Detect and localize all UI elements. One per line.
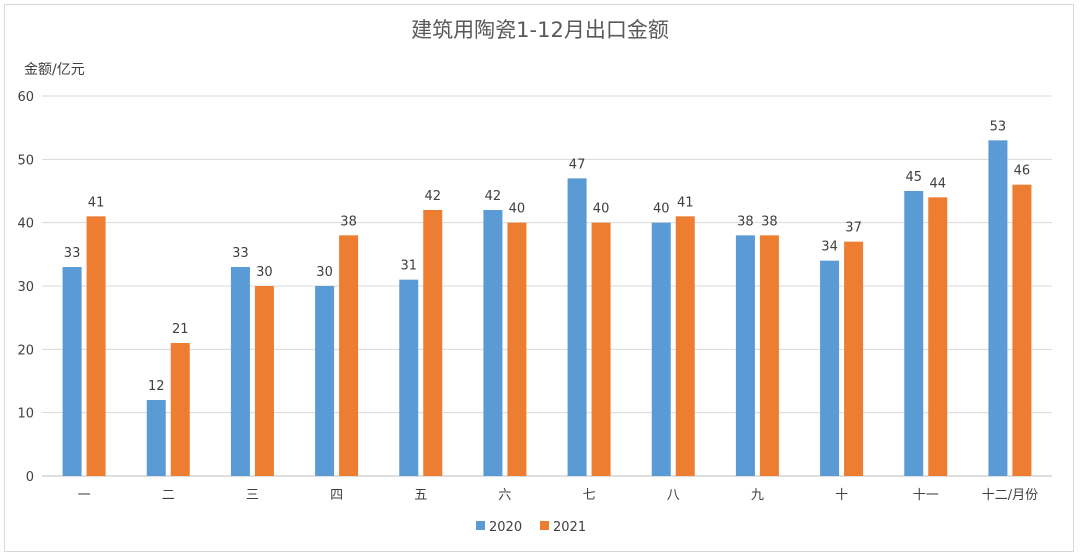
bar-2021 (591, 222, 611, 476)
x-tick-label: 十一 (913, 488, 939, 503)
bar-2020 (399, 279, 419, 476)
legend-swatch (540, 521, 549, 530)
y-tick-label: 40 (17, 217, 34, 232)
data-label: 34 (821, 240, 838, 255)
legend: 2020 2021 (476, 520, 586, 535)
data-label: 33 (232, 246, 249, 261)
bar-2021 (507, 222, 527, 476)
bar-2021 (1012, 184, 1032, 476)
data-label: 41 (88, 195, 105, 210)
y-tick-label: 10 (17, 407, 34, 422)
bar-2021 (759, 235, 779, 476)
x-tick-label: 四 (330, 488, 343, 503)
gridlines (42, 95, 1052, 477)
bar-2021 (86, 216, 106, 477)
data-labels: 33 41 12 21 33 30 30 38 31 42 42 40 47 40 40 41 38 38 34 37… (64, 119, 1030, 394)
bar-2021 (254, 286, 274, 476)
bar-2020 (146, 400, 166, 476)
data-label: 47 (569, 157, 586, 172)
bars (62, 140, 1032, 477)
x-axis-ticks: 一 二 三 四 五 六 七 八 九 十 十一 十二/月份 (78, 488, 1039, 503)
bar-2021 (339, 235, 359, 476)
bar-2020 (62, 267, 82, 476)
y-axis-label: 金额/亿元 (24, 62, 85, 78)
x-tick-label: 五 (414, 488, 427, 503)
bar-2020 (483, 210, 503, 476)
data-label: 46 (1014, 164, 1031, 179)
data-label: 21 (172, 322, 189, 337)
bar-2020 (567, 178, 587, 477)
bar-2020 (735, 235, 755, 476)
bar-2020 (230, 267, 250, 476)
bar-2020 (820, 260, 840, 476)
x-tick-label: 一 (78, 488, 91, 503)
data-label: 40 (509, 202, 526, 217)
bar-2021 (675, 216, 695, 477)
bar-2020 (651, 222, 671, 476)
bar-2021 (170, 343, 190, 476)
data-label: 31 (400, 259, 417, 274)
data-label: 12 (148, 379, 165, 394)
legend-swatch (476, 521, 485, 530)
y-tick-label: 60 (17, 90, 34, 105)
chart-title: 建筑用陶瓷1-12月出口金额 (411, 18, 669, 42)
y-axis-ticks: 0 10 20 30 40 50 60 (17, 90, 34, 485)
data-label: 30 (256, 265, 273, 280)
x-tick-label: 六 (498, 488, 511, 503)
x-tick-label: 二 (162, 488, 175, 503)
data-label: 41 (677, 195, 694, 210)
y-tick-label: 50 (17, 153, 34, 168)
x-tick-label: 九 (751, 488, 764, 503)
y-tick-label: 20 (17, 343, 34, 358)
bar-2021 (844, 241, 864, 476)
y-tick-label: 0 (26, 470, 34, 485)
data-label: 45 (905, 170, 922, 185)
x-tick-label: 三 (246, 488, 259, 503)
data-label: 42 (485, 189, 502, 204)
bar-2021 (928, 197, 948, 477)
data-label: 38 (761, 214, 778, 229)
bar-2020 (988, 140, 1008, 477)
bar-2021 (423, 210, 443, 476)
x-tick-label: 十二/月份 (982, 488, 1038, 503)
data-label: 30 (316, 265, 333, 280)
data-label: 53 (990, 119, 1007, 134)
y-tick-label: 30 (17, 280, 34, 295)
legend-label: 2020 (489, 520, 522, 535)
bar-2020 (904, 191, 924, 476)
data-label: 38 (340, 214, 357, 229)
data-label: 42 (424, 189, 441, 204)
bar-2020 (315, 286, 335, 476)
data-label: 44 (929, 176, 946, 191)
x-tick-label: 十 (835, 488, 848, 503)
data-label: 40 (653, 202, 670, 217)
data-label: 37 (845, 221, 862, 236)
legend-label: 2021 (553, 520, 586, 535)
data-label: 40 (593, 202, 610, 217)
data-label: 33 (64, 246, 81, 261)
x-tick-label: 七 (583, 488, 596, 503)
data-label: 38 (737, 214, 754, 229)
x-tick-label: 八 (667, 488, 680, 503)
